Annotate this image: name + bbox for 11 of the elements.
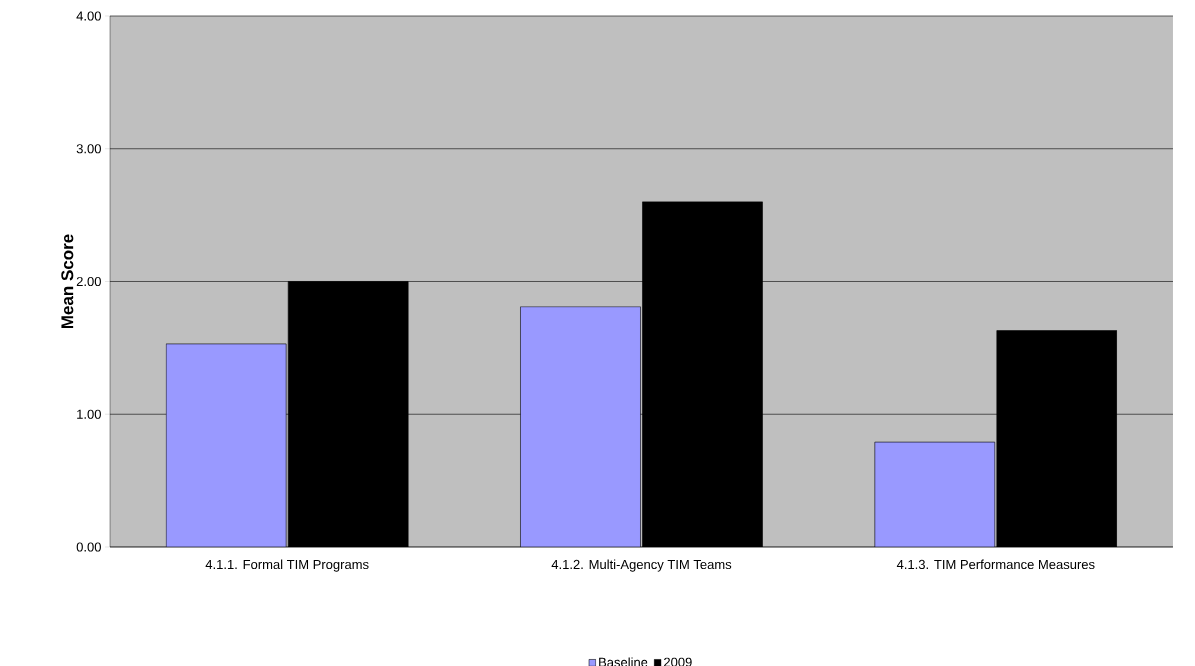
y-tick-label: 1.00 bbox=[77, 409, 101, 419]
x-tick-label: 4.1.2. Multi-Agency TIM Teams bbox=[551, 559, 732, 572]
y-tick-label: 0.00 bbox=[76, 542, 101, 552]
y-tick-label: 4.00 bbox=[76, 11, 101, 21]
y-axis-title: Mean Score bbox=[61, 234, 74, 329]
x-tick-label: 4.1.3. TIM Performance Measures bbox=[896, 559, 1095, 570]
x-tick-label: 4.1.1. Formal TIM Programs bbox=[205, 559, 369, 572]
legend-label: Baseline bbox=[599, 657, 648, 666]
y-tick-label: 2.00 bbox=[76, 276, 101, 287]
y-tick-label: 3.00 bbox=[76, 144, 101, 154]
legend-label: 2009 bbox=[664, 657, 692, 666]
